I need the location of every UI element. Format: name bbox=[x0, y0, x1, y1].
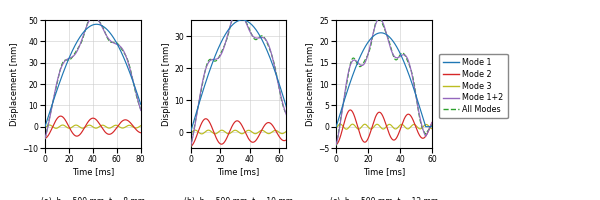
Text: (c)  h = 500 mm, t = 12 mm: (c) h = 500 mm, t = 12 mm bbox=[330, 197, 438, 200]
Text: (b)  h = 500 mm, t = 10 mm: (b) h = 500 mm, t = 10 mm bbox=[184, 197, 293, 200]
Y-axis label: Displacement [mm]: Displacement [mm] bbox=[162, 42, 171, 126]
Text: (a)  h = 500 mm, t = 8 mm: (a) h = 500 mm, t = 8 mm bbox=[41, 197, 145, 200]
Y-axis label: Displacement [mm]: Displacement [mm] bbox=[306, 42, 315, 126]
Y-axis label: Displacement [mm]: Displacement [mm] bbox=[10, 42, 19, 126]
X-axis label: Time [ms]: Time [ms] bbox=[363, 167, 405, 176]
X-axis label: Time [ms]: Time [ms] bbox=[72, 167, 114, 176]
X-axis label: Time [ms]: Time [ms] bbox=[217, 167, 260, 176]
Legend: Mode 1, Mode 2, Mode 3, Mode 1+2, All Modes: Mode 1, Mode 2, Mode 3, Mode 1+2, All Mo… bbox=[439, 54, 508, 118]
